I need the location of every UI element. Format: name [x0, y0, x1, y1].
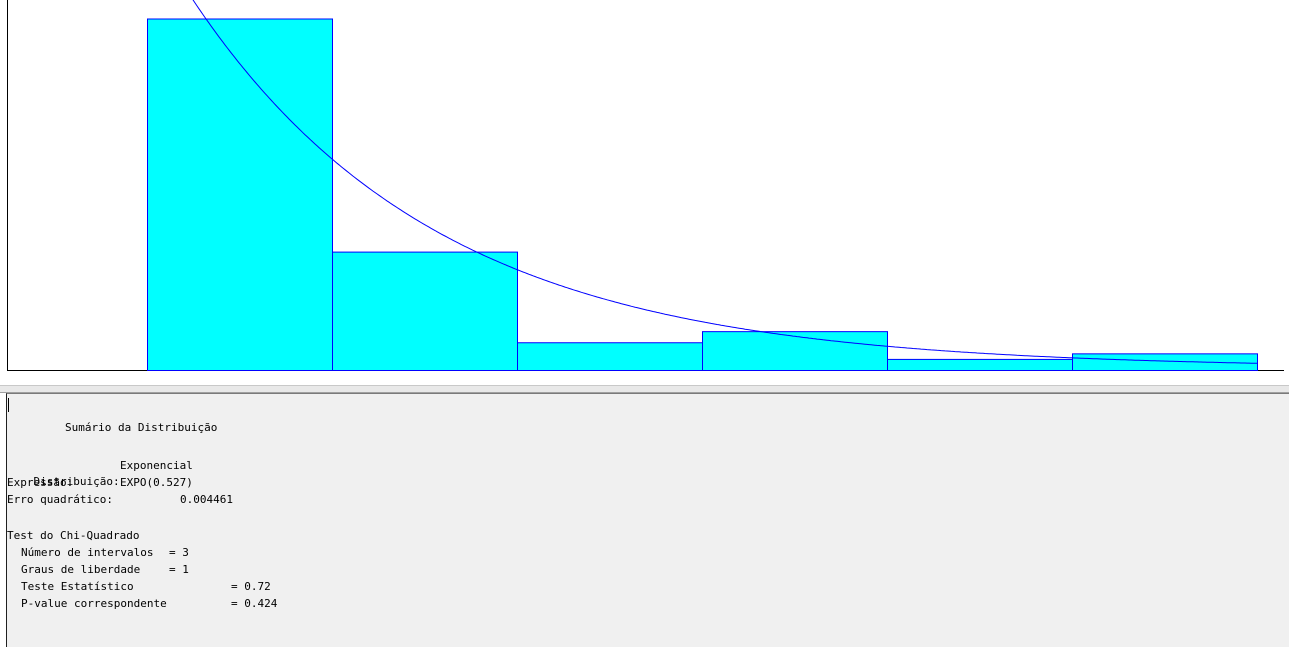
text-caret — [8, 398, 9, 412]
histogram-bar — [1072, 353, 1258, 372]
pvalue-value: = 0.424 — [231, 597, 278, 610]
distribution-label: Distribuição: — [33, 475, 120, 488]
expression-value: EXPO(0.527) — [120, 476, 193, 489]
pvalue-label: P-value correspondente — [21, 597, 167, 610]
histogram-chart-pane — [7, 0, 1284, 372]
histogram-chart — [7, 0, 1284, 372]
distribution-value: Exponencial — [120, 459, 193, 472]
summary-title: Sumário da Distribuição — [65, 421, 218, 434]
statistic-value: = 0.72 — [231, 580, 271, 593]
intervals-value: = 3 — [169, 546, 189, 559]
histogram-bar — [887, 358, 1073, 371]
dof-value: = 1 — [169, 563, 189, 576]
histogram-bars — [147, 18, 1258, 372]
dof-label: Graus de liberdade — [21, 563, 141, 576]
histogram-bar — [517, 342, 703, 371]
sq-error-value: 0.004461 — [180, 493, 233, 506]
expression-label: Expressão: — [7, 476, 74, 489]
fit-curve — [192, 0, 1257, 364]
sq-error-label: Erro quadrático: — [7, 493, 113, 506]
chi-square-title: Test do Chi-Quadrado — [7, 529, 140, 542]
histogram-bar — [702, 331, 888, 371]
statistic-label: Teste Estatístico — [21, 580, 134, 593]
distribution-summary-panel: Sumário da Distribuição Distribuição: Ex… — [6, 393, 1289, 647]
pane-splitter[interactable] — [0, 385, 1289, 393]
distribution-row: Distribuição: — [7, 458, 120, 506]
histogram-bar — [147, 18, 333, 371]
intervals-label: Número de intervalos — [21, 546, 154, 559]
histogram-bar — [332, 251, 518, 372]
